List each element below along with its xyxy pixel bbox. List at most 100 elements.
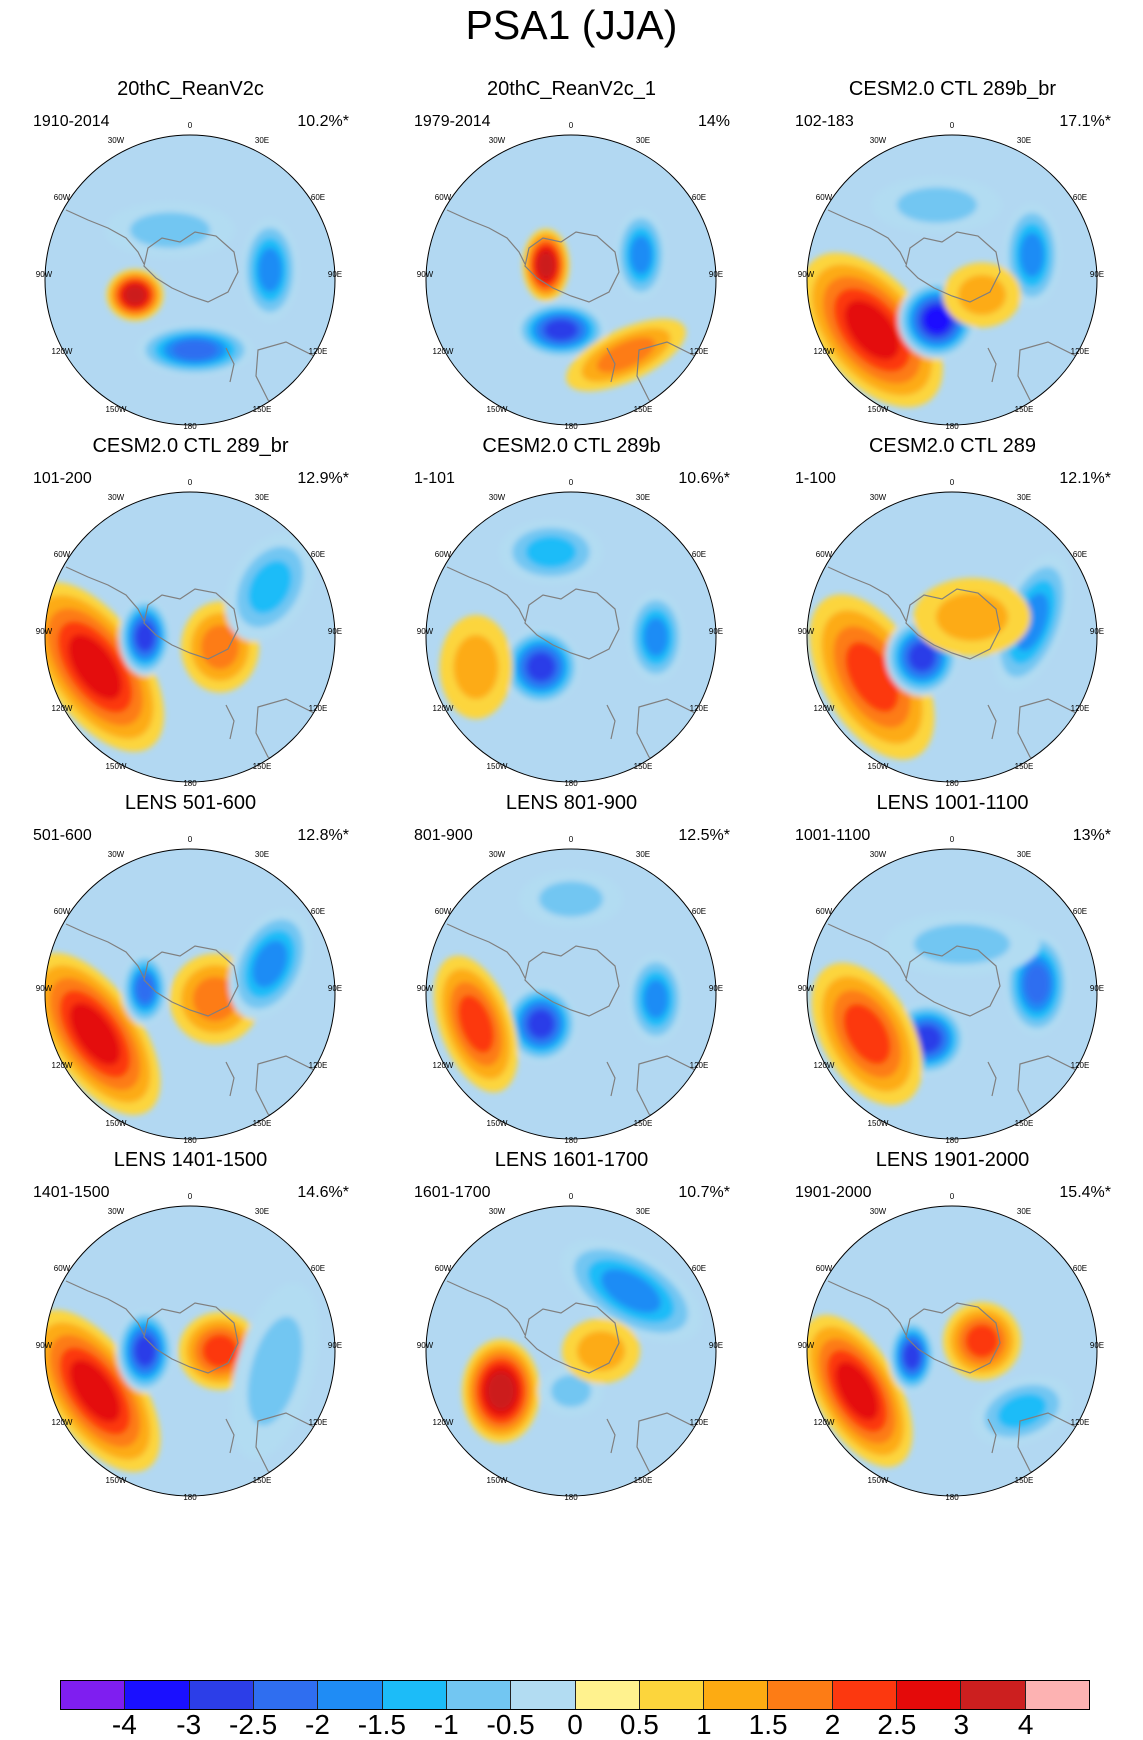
anomaly-contour — [525, 536, 577, 568]
longitude-label: 180 — [945, 1493, 959, 1502]
longitude-label: 90E — [1090, 1341, 1104, 1350]
longitude-label: 30W — [108, 1207, 125, 1216]
longitude-label: 120E — [1071, 1061, 1090, 1070]
south-america-coastline — [65, 566, 145, 622]
anomaly-contour — [630, 235, 652, 275]
colorbar-swatch — [832, 1681, 898, 1709]
longitude-label: 60W — [54, 907, 71, 916]
longitude-label: 0 — [188, 121, 193, 130]
map-border — [806, 848, 1098, 1140]
longitude-label: 120W — [433, 1061, 454, 1070]
south-america-coastline — [827, 923, 907, 979]
longitude-label: 180 — [183, 422, 197, 431]
panel-title: LENS 1601-1700 — [494, 1149, 649, 1171]
longitude-label: 30W — [108, 493, 125, 502]
panel-variance-pct: 12.8%* — [297, 827, 349, 844]
new-zealand-coastline — [606, 1418, 616, 1454]
longitude-label: 180 — [564, 422, 578, 431]
longitude-label: 30W — [489, 1207, 506, 1216]
colorbar-swatch — [61, 1681, 126, 1709]
map-panel: LENS 1001-1100 1001-1100 13%* 0 30E 60E 90E 120… — [762, 714, 1143, 1145]
longitude-label: 60W — [54, 550, 71, 559]
colorbar-swatch — [768, 1681, 833, 1709]
anomaly-contour — [843, 1003, 891, 1065]
panel-variance-pct: 13%* — [1072, 827, 1111, 844]
longitude-label: 120W — [814, 1061, 835, 1070]
anomaly-contour — [124, 285, 146, 305]
anomaly-contour — [844, 300, 900, 360]
colorbar-swatch — [125, 1681, 190, 1709]
south-america-coastline — [446, 566, 526, 622]
panel-period: 1401-1500 — [33, 1184, 110, 1201]
anomaly-contour — [601, 1269, 661, 1313]
south-america-coastline — [446, 923, 526, 979]
figure-title: PSA1 (JJA) — [465, 2, 678, 48]
south-america-coastline — [65, 923, 145, 979]
colorbar-swatch — [704, 1681, 769, 1709]
longitude-label: 60E — [692, 1264, 706, 1273]
polar-map: 0 30E 60E 90E 120E 150E 180 150W 120W 90W 60W 30W — [798, 1192, 1104, 1502]
anomaly-contour — [458, 995, 494, 1053]
longitude-label: 60W — [435, 1264, 452, 1273]
anomaly-contour — [453, 635, 499, 699]
anomaly-contour — [923, 306, 951, 334]
longitude-label: 30E — [1017, 493, 1031, 502]
longitude-label: 150E — [634, 762, 653, 771]
longitude-label: 30W — [870, 850, 887, 859]
colorbar-swatch — [382, 1681, 447, 1709]
longitude-label: 60W — [435, 907, 452, 916]
anomaly-contour — [835, 1361, 879, 1421]
panel-variance-pct: 12.5%* — [678, 827, 730, 844]
longitude-label: 150W — [106, 1476, 127, 1485]
map-border — [425, 491, 717, 783]
longitude-label: 60W — [816, 550, 833, 559]
panel-variance-pct: 17.1%* — [1059, 113, 1111, 130]
longitude-label: 30W — [489, 850, 506, 859]
map-border — [806, 134, 1098, 426]
longitude-label: 120E — [690, 704, 709, 713]
panel-variance-pct: 14% — [697, 113, 730, 130]
longitude-label: 90W — [36, 270, 53, 279]
polar-map: 0 30E 60E 90E 120E 150E 180 150W 120W 90W 60W 30W — [798, 835, 1104, 1145]
longitude-label: 30W — [870, 136, 887, 145]
longitude-label: 60E — [311, 1264, 325, 1273]
longitude-label: 90W — [417, 627, 434, 636]
longitude-label: 150E — [253, 1119, 272, 1128]
anomaly-contour — [551, 1375, 591, 1407]
longitude-label: 150E — [253, 1476, 272, 1485]
anomaly-contour — [643, 979, 669, 1019]
anomaly-contour — [135, 623, 155, 651]
longitude-label: 30W — [870, 1207, 887, 1216]
colorbar-tick-label: -1.5 — [357, 1709, 406, 1740]
longitude-label: 90W — [798, 984, 815, 993]
anomaly-contour — [539, 881, 603, 917]
longitude-label: 120W — [52, 704, 73, 713]
longitude-label: 90E — [709, 1341, 723, 1350]
antarctica-coastline — [143, 231, 239, 303]
anomaly-contour — [252, 940, 288, 988]
map-panel: LENS 501-600 501-600 12.8%* 0 30E 60E 90E 120E 1… — [0, 714, 381, 1145]
south-america-coastline — [827, 1280, 907, 1336]
longitude-label: 0 — [188, 1192, 193, 1201]
longitude-label: 90W — [36, 984, 53, 993]
panel-title: LENS 501-600 — [124, 792, 257, 814]
longitude-label: 90W — [417, 984, 434, 993]
longitude-label: 90W — [798, 627, 815, 636]
panel-title: LENS 1001-1100 — [876, 792, 1029, 814]
longitude-label: 150W — [487, 1119, 508, 1128]
anomaly-contour — [577, 1331, 625, 1371]
panel-title: CESM2.0 CTL 289 — [868, 435, 1037, 457]
longitude-label: 0 — [188, 835, 193, 844]
longitude-label: 150W — [868, 405, 889, 414]
longitude-label: 120E — [690, 1061, 709, 1070]
longitude-label: 90E — [328, 270, 342, 279]
panel-period: 1979-2014 — [414, 113, 491, 130]
map-panel: CESM2.0 CTL 289b_br 102-183 17.1%* 0 30E 60E 9… — [762, 0, 1143, 431]
longitude-label: 150E — [634, 405, 653, 414]
panel-title: CESM2.0 CTL 289_br — [92, 435, 289, 457]
longitude-label: 90E — [1090, 984, 1104, 993]
longitude-label: 180 — [564, 779, 578, 788]
new-zealand-coastline — [606, 1061, 616, 1097]
longitude-label: 180 — [183, 1136, 197, 1145]
longitude-label: 60W — [435, 193, 452, 202]
